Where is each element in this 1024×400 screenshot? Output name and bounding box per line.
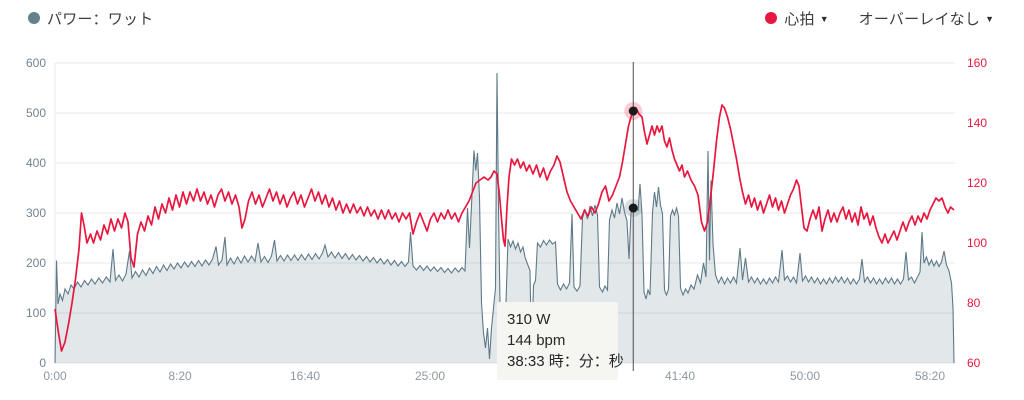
power-legend-label: パワー：ワット — [47, 10, 154, 28]
caret-down-icon: ▼ — [985, 14, 994, 24]
x-axis-tick-label: 25:00 — [415, 369, 445, 383]
left-axis-tick-label: 500 — [26, 106, 46, 120]
power-marker-dot — [628, 203, 638, 213]
left-axis-tick-label: 0 — [39, 356, 46, 370]
right-axis-tick-label: 140 — [967, 116, 987, 130]
tooltip-time-value: 38:33 時：分：秒 — [507, 353, 624, 370]
hr-marker-dot — [628, 106, 638, 116]
chart-controls: 心拍 ▼ オーバーレイなし ▼ — [765, 8, 994, 29]
tooltip-hr-value: 144 bpm — [507, 332, 566, 349]
hr-line — [54, 104, 955, 352]
x-axis-tick-label: 8:20 — [168, 369, 192, 383]
power-area — [55, 73, 954, 363]
overlay-dropdown[interactable]: オーバーレイなし ▼ — [859, 8, 994, 29]
power-line — [54, 72, 955, 364]
chart-tooltip: 310 W 144 bpm 38:33 時：分：秒 — [497, 302, 624, 380]
x-axis-tick-label: 16:40 — [290, 369, 320, 383]
x-axis-tick-label: 41:40 — [665, 369, 695, 383]
hr-metric-dropdown[interactable]: 心拍 ▼ — [765, 8, 829, 29]
power-legend: パワー：ワット — [28, 8, 153, 29]
left-axis-tick-label: 400 — [26, 156, 46, 170]
right-axis-tick-label: 80 — [967, 296, 981, 310]
right-axis-tick-label: 120 — [967, 176, 987, 190]
overlay-dropdown-label: オーバーレイなし — [858, 10, 981, 28]
caret-down-icon: ▼ — [819, 14, 829, 24]
x-axis-tick-label: 58:20 — [915, 369, 945, 383]
x-axis-tick-label: 0:00 — [43, 369, 67, 383]
left-axis-tick-label: 600 — [26, 56, 46, 70]
left-axis-tick-label: 200 — [26, 256, 46, 270]
left-axis-tick-label: 100 — [26, 306, 46, 320]
right-axis-tick-label: 160 — [967, 56, 987, 70]
chart-header: パワー：ワット 心拍 ▼ オーバーレイなし ▼ — [0, 0, 1024, 36]
tooltip-power-value: 310 W — [507, 311, 551, 328]
right-axis-tick-label: 60 — [967, 356, 981, 370]
left-axis-tick-label: 300 — [26, 206, 46, 220]
x-axis-tick-label: 50:00 — [790, 369, 820, 383]
hr-legend-dot-icon — [765, 12, 778, 24]
power-legend-dot-icon — [28, 12, 40, 24]
right-axis-tick-label: 100 — [967, 236, 987, 250]
hr-legend-label: 心拍 — [784, 10, 815, 28]
